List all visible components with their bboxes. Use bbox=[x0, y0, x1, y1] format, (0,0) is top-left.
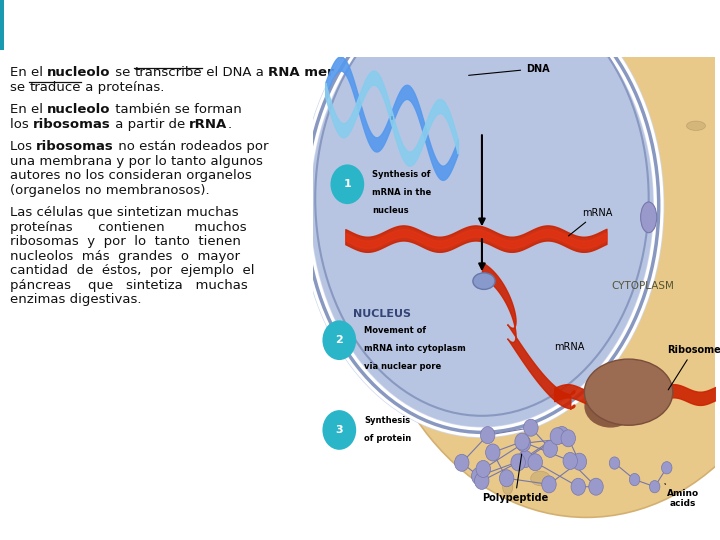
Text: (organelos no membranosos).: (organelos no membranosos). bbox=[10, 184, 210, 197]
Text: rRNA: rRNA bbox=[189, 118, 228, 131]
Ellipse shape bbox=[531, 471, 550, 485]
Text: enzimas digestivas.: enzimas digestivas. bbox=[10, 293, 142, 306]
Circle shape bbox=[485, 444, 500, 461]
Text: ribosomas: ribosomas bbox=[36, 140, 114, 153]
Circle shape bbox=[516, 435, 531, 452]
Circle shape bbox=[511, 454, 526, 471]
Text: Los: Los bbox=[10, 140, 36, 153]
Text: ribosomas: ribosomas bbox=[33, 118, 111, 131]
Text: En el: En el bbox=[10, 103, 48, 116]
Circle shape bbox=[523, 419, 538, 436]
Text: no están rodeados por: no están rodeados por bbox=[114, 140, 269, 153]
Circle shape bbox=[518, 450, 533, 468]
Text: (mRNA) que en el ribosoma: (mRNA) que en el ribosoma bbox=[383, 66, 571, 79]
Ellipse shape bbox=[641, 202, 657, 233]
Ellipse shape bbox=[503, 480, 513, 495]
Text: Estructura de la célula Eucariota (animal y vegetal): Estructura de la célula Eucariota (anima… bbox=[9, 16, 513, 35]
Text: nucleolo: nucleolo bbox=[48, 103, 111, 116]
Text: mRNA into cytoplasm: mRNA into cytoplasm bbox=[364, 344, 466, 353]
Text: a partir de: a partir de bbox=[111, 118, 189, 131]
Circle shape bbox=[543, 441, 557, 457]
Text: mRNA in the: mRNA in the bbox=[372, 188, 431, 197]
Circle shape bbox=[515, 433, 529, 450]
Circle shape bbox=[472, 468, 486, 484]
Circle shape bbox=[563, 453, 577, 469]
Circle shape bbox=[500, 470, 514, 487]
Circle shape bbox=[589, 478, 603, 495]
Text: a proteínas.: a proteínas. bbox=[81, 80, 164, 94]
Text: 3: 3 bbox=[336, 425, 343, 435]
Text: DNA: DNA bbox=[469, 64, 550, 75]
Circle shape bbox=[561, 430, 575, 447]
Ellipse shape bbox=[585, 359, 672, 426]
Circle shape bbox=[541, 476, 556, 493]
Text: nucleus: nucleus bbox=[372, 206, 409, 215]
Circle shape bbox=[609, 457, 620, 469]
Text: 2: 2 bbox=[336, 335, 343, 345]
Text: cantidad  de  éstos,  por  ejemplo  el: cantidad de éstos, por ejemplo el bbox=[10, 264, 254, 277]
Circle shape bbox=[476, 461, 490, 477]
Text: Movement of: Movement of bbox=[364, 326, 426, 335]
Text: En el: En el bbox=[10, 66, 48, 79]
Ellipse shape bbox=[305, 0, 659, 433]
Text: se: se bbox=[111, 66, 135, 79]
Text: mRNA: mRNA bbox=[554, 342, 585, 352]
Circle shape bbox=[572, 453, 587, 470]
Circle shape bbox=[571, 478, 585, 495]
Text: ribosomas  y  por  lo  tanto  tienen: ribosomas y por lo tanto tienen bbox=[10, 235, 241, 248]
Text: 1: 1 bbox=[343, 179, 351, 190]
Text: páncreas    que   sintetiza   muchas: páncreas que sintetiza muchas bbox=[10, 279, 248, 292]
Text: el DNA a: el DNA a bbox=[202, 66, 268, 79]
Circle shape bbox=[330, 164, 364, 204]
Circle shape bbox=[528, 454, 542, 471]
Text: proteínas      contienen       muchos: proteínas contienen muchos bbox=[10, 220, 247, 234]
Text: of protein: of protein bbox=[364, 434, 411, 443]
Ellipse shape bbox=[366, 0, 720, 517]
Circle shape bbox=[662, 462, 672, 474]
Text: mRNA: mRNA bbox=[569, 207, 613, 236]
Circle shape bbox=[649, 481, 660, 493]
Text: RNA mensajero: RNA mensajero bbox=[268, 66, 383, 79]
Circle shape bbox=[323, 410, 356, 450]
Circle shape bbox=[480, 427, 495, 444]
Text: Las células que sintetizan muchas: Las células que sintetizan muchas bbox=[10, 206, 238, 219]
Text: Polypeptide: Polypeptide bbox=[482, 454, 548, 503]
Ellipse shape bbox=[473, 273, 495, 289]
Text: Synthesis of: Synthesis of bbox=[372, 170, 431, 179]
Text: traduce: traduce bbox=[30, 80, 81, 94]
Text: una membrana y por lo tanto algunos: una membrana y por lo tanto algunos bbox=[10, 154, 263, 167]
Ellipse shape bbox=[686, 121, 706, 131]
Circle shape bbox=[554, 427, 569, 443]
Text: via nuclear pore: via nuclear pore bbox=[364, 362, 441, 371]
Text: también se forman: también se forman bbox=[111, 103, 241, 116]
Bar bbox=[0, 0, 4, 50]
Circle shape bbox=[629, 474, 640, 486]
Circle shape bbox=[323, 320, 356, 360]
Text: NUCLEUS: NUCLEUS bbox=[354, 309, 411, 319]
Text: Synthesis: Synthesis bbox=[364, 416, 410, 425]
Circle shape bbox=[454, 454, 469, 471]
Text: CYTOPLASM: CYTOPLASM bbox=[611, 281, 674, 291]
Text: los: los bbox=[10, 118, 33, 131]
Circle shape bbox=[550, 428, 564, 445]
Text: transcribe: transcribe bbox=[135, 66, 202, 79]
Text: autores no los consideran organelos: autores no los consideran organelos bbox=[10, 169, 252, 182]
Circle shape bbox=[474, 472, 489, 489]
Text: Amino
acids: Amino acids bbox=[665, 484, 699, 508]
Text: .: . bbox=[228, 118, 232, 131]
Ellipse shape bbox=[585, 385, 636, 428]
Text: se: se bbox=[10, 80, 30, 94]
Text: Ribosome: Ribosome bbox=[667, 345, 720, 390]
Text: nucleolo: nucleolo bbox=[48, 66, 111, 79]
Text: nucleolos  más  grandes  o  mayor: nucleolos más grandes o mayor bbox=[10, 249, 240, 262]
